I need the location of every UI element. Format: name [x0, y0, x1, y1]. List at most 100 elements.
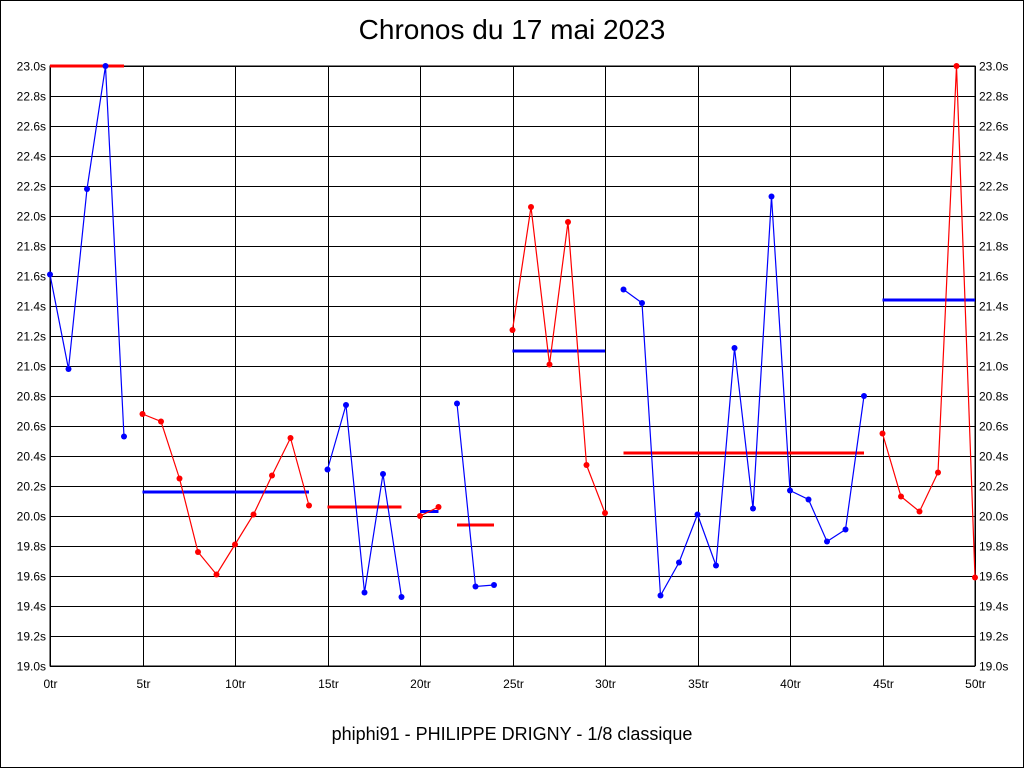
series-line	[511, 206, 606, 514]
data-point	[972, 574, 978, 581]
data-point	[84, 186, 90, 192]
axis-tick-labels: 23.0s 23.0s 22.8s 22.8s 22.6s 22.6s 22.4s 22.4s…	[17, 60, 1009, 692]
data-point	[731, 345, 738, 351]
y-tick-label-right: 20.2s	[979, 480, 1008, 494]
data-point	[565, 219, 571, 225]
data-point	[953, 63, 960, 69]
y-tick-label-right: 20.4s	[979, 450, 1008, 464]
data-point	[639, 300, 645, 306]
data-point	[158, 418, 164, 425]
x-tick-label: 45tr	[873, 677, 894, 691]
grid	[49, 65, 976, 667]
y-tick-label-right: 20.8s	[979, 390, 1008, 404]
y-tick-label-right: 19.6s	[979, 570, 1008, 584]
data-point	[176, 475, 183, 482]
data-point	[121, 433, 127, 440]
y-tick-label-right: 22.6s	[979, 120, 1008, 134]
data-point	[65, 366, 72, 372]
y-tick-label-right: 21.2s	[979, 330, 1008, 344]
series-line	[49, 65, 125, 437]
data-point	[287, 435, 294, 441]
data-point	[546, 361, 553, 368]
y-tick-label-left: 22.2s	[17, 180, 46, 194]
data-point	[509, 327, 516, 333]
y-tick-label-left: 20.8s	[17, 390, 46, 404]
data-point	[380, 471, 386, 477]
x-tick-label: 15tr	[318, 677, 339, 691]
y-tick-label-left: 20.2s	[17, 480, 46, 494]
data-series	[47, 63, 978, 600]
y-tick-label-right: 22.8s	[979, 90, 1008, 104]
series-line	[881, 65, 976, 578]
data-point	[713, 562, 719, 569]
data-point	[750, 505, 756, 512]
y-tick-label-left: 19.4s	[17, 600, 46, 614]
data-point	[657, 592, 664, 599]
data-point	[583, 462, 590, 468]
data-point	[824, 538, 830, 545]
y-tick-label-left: 19.6s	[17, 570, 46, 584]
series-line	[419, 506, 439, 517]
data-point	[343, 402, 349, 408]
y-tick-label-right: 19.0s	[979, 660, 1008, 674]
x-tick-label: 20tr	[410, 677, 431, 691]
data-point	[694, 511, 701, 518]
data-point	[472, 583, 479, 590]
y-tick-label-left: 22.4s	[17, 150, 46, 164]
x-tick-label: 10tr	[225, 677, 246, 691]
x-tick-label: 50tr	[965, 677, 986, 691]
data-point	[250, 511, 257, 518]
y-tick-label-right: 21.6s	[979, 270, 1008, 284]
data-point	[842, 526, 849, 533]
data-point	[213, 571, 220, 578]
x-tick-label: 5tr	[136, 677, 150, 691]
y-tick-label-left: 20.6s	[17, 420, 46, 434]
data-point	[805, 496, 812, 503]
y-tick-label-right: 20.0s	[979, 510, 1008, 524]
data-point	[861, 393, 867, 399]
y-tick-label-right: 21.4s	[979, 300, 1008, 314]
y-tick-label-right: 21.0s	[979, 360, 1008, 374]
y-tick-label-right: 19.8s	[979, 540, 1008, 554]
series-line	[456, 403, 495, 588]
x-tick-label: 25tr	[503, 677, 524, 691]
x-tick-label: 35tr	[688, 677, 709, 691]
data-point	[879, 430, 886, 437]
data-point	[195, 549, 201, 555]
y-tick-label-right: 22.2s	[979, 180, 1008, 194]
data-point	[324, 466, 331, 473]
data-point	[768, 193, 775, 200]
data-point	[398, 594, 405, 600]
y-tick-label-right: 22.4s	[979, 150, 1008, 164]
chart-subtitle: phiphi91 - PHILIPPE DRIGNY - 1/8 classiq…	[331, 724, 693, 744]
y-tick-label-left: 22.8s	[17, 90, 46, 104]
x-tick-label: 30tr	[595, 677, 616, 691]
y-tick-label-left: 19.8s	[17, 540, 46, 554]
chart-title: Chronos du 17 mai 2023	[358, 14, 666, 45]
y-tick-label-left: 21.0s	[17, 360, 46, 374]
series-line	[623, 196, 865, 598]
series-line	[142, 413, 310, 576]
y-tick-label-left: 20.0s	[17, 510, 46, 524]
series-line	[326, 404, 403, 598]
data-point	[435, 504, 442, 510]
data-point	[306, 502, 312, 509]
y-tick-label-left: 23.0s	[17, 60, 46, 74]
y-tick-label-right: 21.8s	[979, 240, 1008, 254]
data-point	[454, 400, 460, 407]
data-point	[602, 510, 608, 516]
data-point	[935, 469, 941, 476]
data-point	[916, 508, 923, 515]
y-tick-label-left: 20.4s	[17, 450, 46, 464]
x-tick-label: 40tr	[780, 677, 801, 691]
y-tick-label-right: 19.2s	[979, 630, 1008, 644]
data-point	[139, 411, 146, 417]
y-tick-label-left: 21.2s	[17, 330, 46, 344]
data-point	[528, 204, 534, 210]
y-tick-label-right: 20.6s	[979, 420, 1008, 434]
data-point	[102, 63, 109, 69]
y-tick-label-right: 19.4s	[979, 600, 1008, 614]
data-point	[361, 589, 368, 596]
data-point	[269, 472, 275, 479]
